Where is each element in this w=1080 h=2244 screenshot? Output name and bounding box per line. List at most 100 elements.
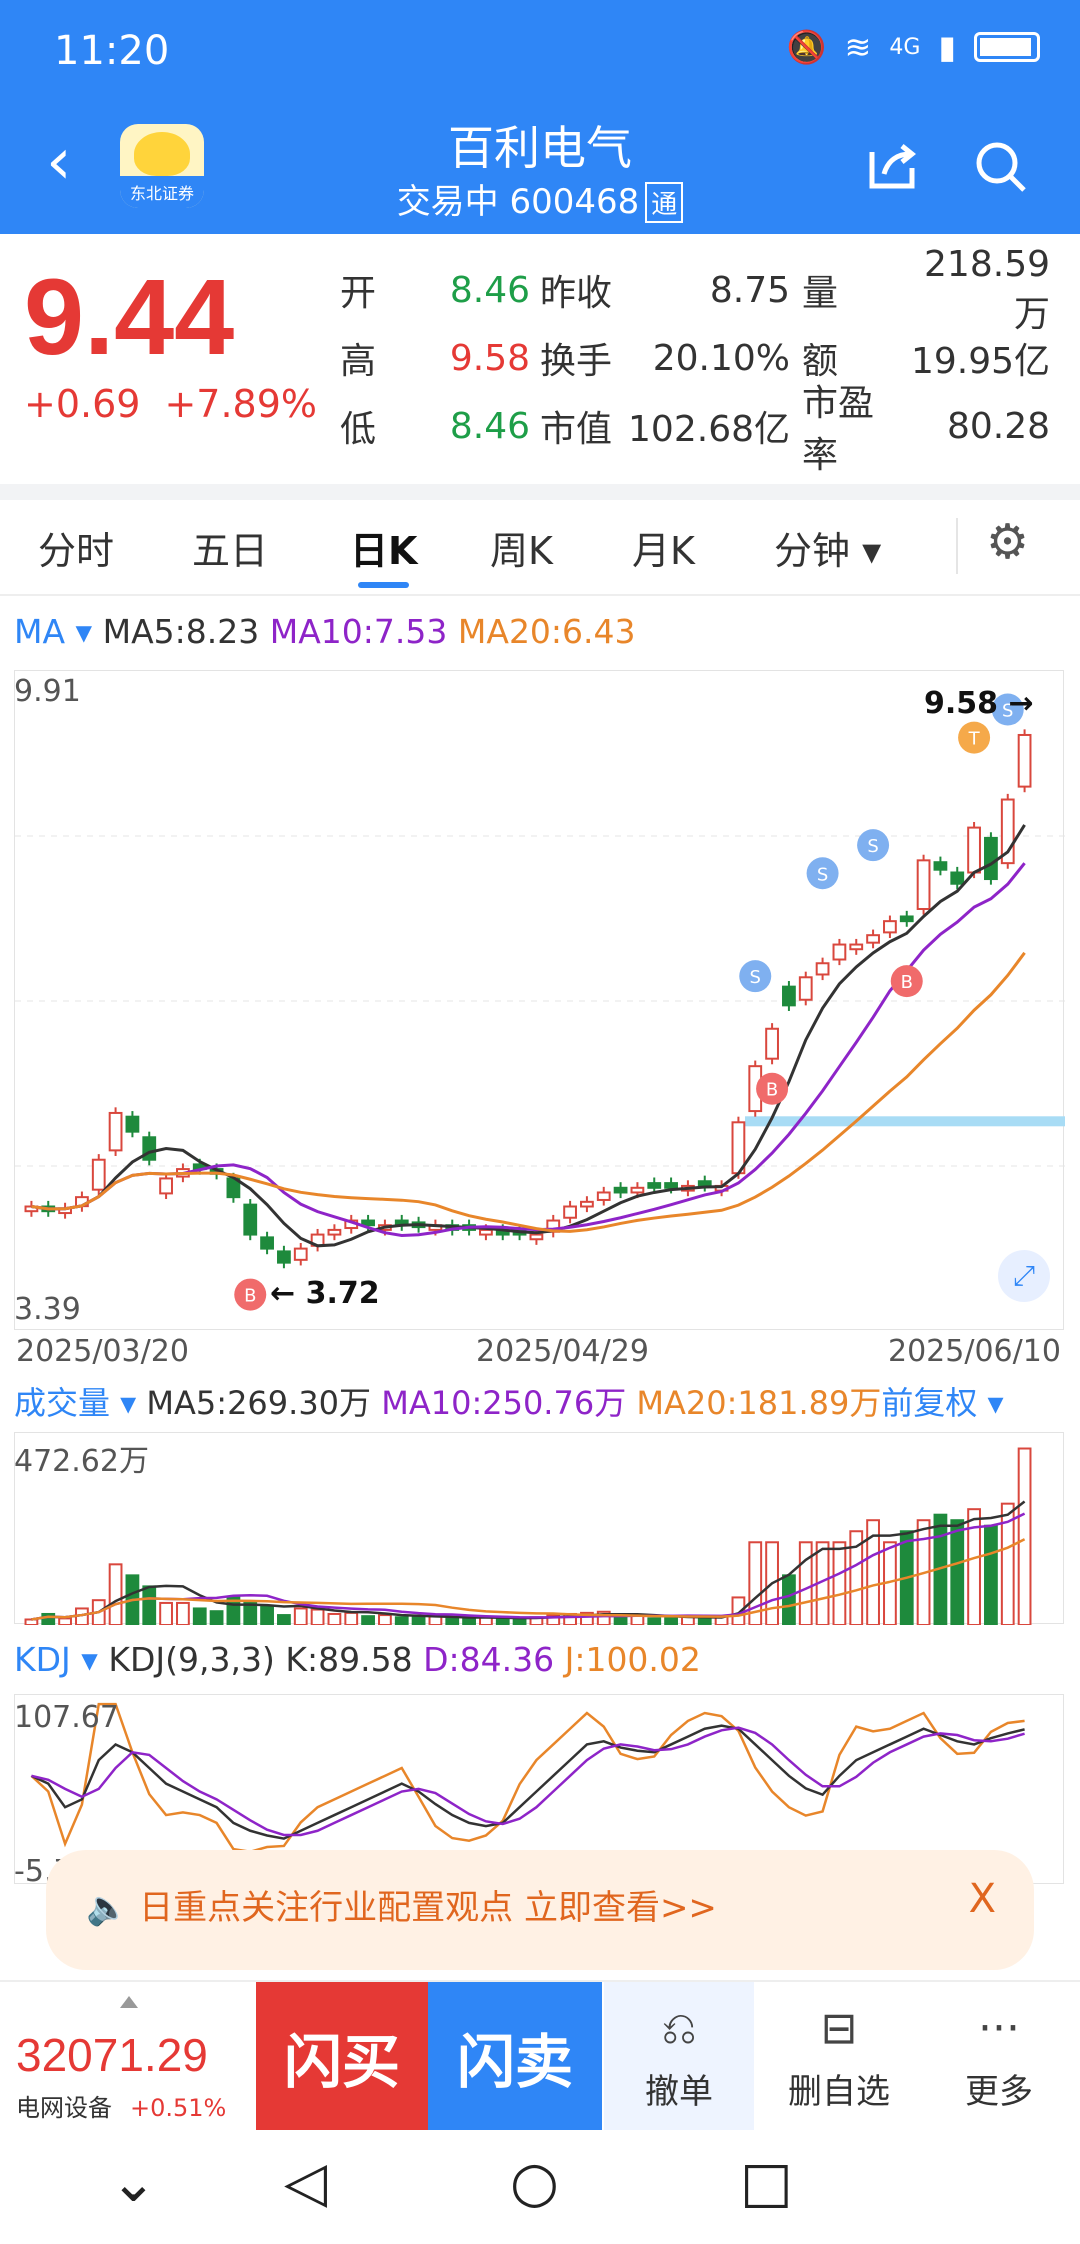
trade-marker: [890, 965, 923, 998]
period-tabs: 分时 五日 日K 周K 月K 分钟 ▾ ⚙: [0, 500, 1080, 596]
ma20-line: [31, 951, 1026, 1233]
volume-bar: [327, 1612, 342, 1626]
nav-home-icon[interactable]: ○: [510, 2150, 559, 2215]
system-nav-bar: ⌄ ◁ ○ □: [0, 2130, 1080, 2244]
volume-bar: [378, 1614, 392, 1626]
volume-bar: [1017, 1447, 1032, 1626]
kdj-selector[interactable]: KDJ ▾: [14, 1640, 98, 1679]
candle-body: [24, 1205, 39, 1213]
last-price: 9.44: [24, 256, 235, 377]
search-icon[interactable]: [972, 138, 1030, 209]
nav-back-icon[interactable]: ◁: [284, 2150, 328, 2215]
fullscreen-icon[interactable]: ⤢: [998, 1250, 1050, 1302]
flash-sell-button[interactable]: 闪卖: [428, 1982, 602, 2132]
date-end: 2025/06/10: [888, 1334, 1061, 1369]
volume-bar: [108, 1563, 123, 1626]
kdj-max: 107.67: [14, 1700, 119, 1735]
adjust-selector[interactable]: 前复权 ▾: [881, 1384, 1004, 1422]
cancel-icon: ⎌: [661, 2003, 697, 2054]
candle-body: [293, 1247, 308, 1261]
broker-logo[interactable]: 东北证券: [120, 124, 204, 208]
kline-high-label: 9.58 →: [924, 686, 1034, 721]
date-start: 2025/03/20: [16, 1334, 189, 1369]
kline-low-label: ← 3.72: [270, 1276, 380, 1311]
ma-legend: MA ▾ MA5:8.23 MA10:7.53 MA20:6.43: [14, 612, 636, 651]
kline-ymax: 9.91: [14, 674, 81, 709]
volume-bar: [411, 1616, 426, 1627]
volume-bar: [647, 1617, 662, 1627]
kdj-k-line: [30, 1724, 1025, 1840]
trade-marker-label: B: [244, 1286, 256, 1307]
volume-bar: [310, 1608, 325, 1626]
candle-body: [984, 836, 998, 881]
volume-bar: [782, 1574, 796, 1626]
candle-body: [479, 1228, 493, 1236]
date-mid: 2025/04/29: [476, 1334, 649, 1369]
more-button[interactable]: ··· 更多: [965, 2003, 1033, 2112]
trade-marker: [991, 693, 1024, 726]
candle-body: [832, 943, 847, 961]
volume-bar: [58, 1617, 72, 1627]
candle-body: [243, 1203, 258, 1236]
candle-body: [866, 934, 880, 944]
back-icon[interactable]: ‹: [46, 125, 72, 199]
status-icons: 🔕 ≋ 4G ▮: [787, 28, 1040, 66]
volume-bar: [260, 1604, 274, 1627]
trade-marker: [857, 829, 890, 862]
promo-banner[interactable]: 🔈 日重点关注行业配置观点 立即查看>> X: [46, 1850, 1034, 1970]
candle-body: [647, 1182, 662, 1189]
volume-bar: [950, 1519, 965, 1626]
volume-bar: [495, 1617, 510, 1627]
candle-body: [883, 920, 897, 934]
candle-body: [260, 1236, 274, 1250]
volume-bar: [798, 1541, 813, 1626]
candle-body: [361, 1219, 375, 1227]
ma-selector[interactable]: MA ▾: [14, 612, 93, 651]
kdj-d-line: [31, 1726, 1025, 1837]
candle-body: [159, 1177, 173, 1195]
volume-bar: [159, 1601, 173, 1626]
trade-marker: [739, 960, 772, 993]
tab-monthly-k[interactable]: 月K: [632, 529, 695, 573]
gear-icon[interactable]: ⚙: [986, 514, 1030, 570]
close-icon[interactable]: X: [968, 1876, 996, 1922]
tab-daily-k[interactable]: 日K: [350, 520, 417, 588]
stock-subtitle: 交易中 600468 通: [0, 174, 1080, 223]
kline-chart[interactable]: BBBSSSTSS: [14, 628, 1065, 1330]
status-bar: 11:20 🔕 ≋ 4G ▮: [0, 0, 1080, 100]
ma5-line: [31, 824, 1026, 1248]
flash-buy-button[interactable]: 闪买: [256, 1982, 428, 2132]
tab-minute[interactable]: 分钟 ▾: [774, 529, 882, 573]
share-icon[interactable]: [864, 138, 920, 207]
quote-row-high: 高 9.58 换手 20.10% 额 19.95亿: [340, 337, 1050, 383]
candle-body: [529, 1233, 544, 1241]
trade-marker-label: S: [750, 967, 761, 988]
volume-bar: [293, 1607, 308, 1626]
candle-body: [142, 1136, 157, 1161]
stock-name: 百利电气: [448, 121, 632, 175]
tab-intraday[interactable]: 分时: [38, 529, 115, 573]
candle-body: [782, 985, 796, 1007]
quote-grid: 开 8.46 昨收 8.75 量 218.59万 高 9.58 换手 20.10% 额 19…: [340, 244, 1060, 477]
tab-five-day[interactable]: 五日: [192, 529, 269, 573]
candle-body: [125, 1115, 140, 1133]
kdj-legend: KDJ ▾ KDJ(9,3,3) K:89.58 D:84.36 J:100.0…: [14, 1640, 701, 1679]
candle-body: [327, 1228, 342, 1236]
more-icon: ···: [978, 2003, 1020, 2054]
remove-watchlist-button[interactable]: ⊟ 删自选: [788, 2003, 890, 2112]
candle-body: [664, 1182, 678, 1189]
tab-weekly-k[interactable]: 周K: [490, 529, 553, 573]
index-value[interactable]: 32071.29: [16, 2029, 208, 2081]
volume-legend: 成交量 ▾ MA5:269.30万 MA10:250.76万 MA20:181.…: [14, 1384, 1004, 1422]
divider: [0, 484, 1080, 500]
volume-bar: [277, 1614, 291, 1626]
cancel-order-button[interactable]: ⎌ 撤单: [604, 1982, 754, 2132]
nav-collapse-icon[interactable]: ⌄: [110, 2150, 157, 2215]
volume-selector[interactable]: 成交量 ▾: [14, 1384, 137, 1422]
tong-badge: 通: [645, 182, 684, 223]
quote-row-low: 低 8.46 市值 102.68亿 市盈率 80.28: [340, 383, 1050, 476]
nav-recent-icon[interactable]: □: [740, 2150, 793, 2215]
volume-bar: [394, 1616, 409, 1627]
volume-chart[interactable]: [14, 1432, 1064, 1627]
support-band: [745, 1116, 1065, 1127]
